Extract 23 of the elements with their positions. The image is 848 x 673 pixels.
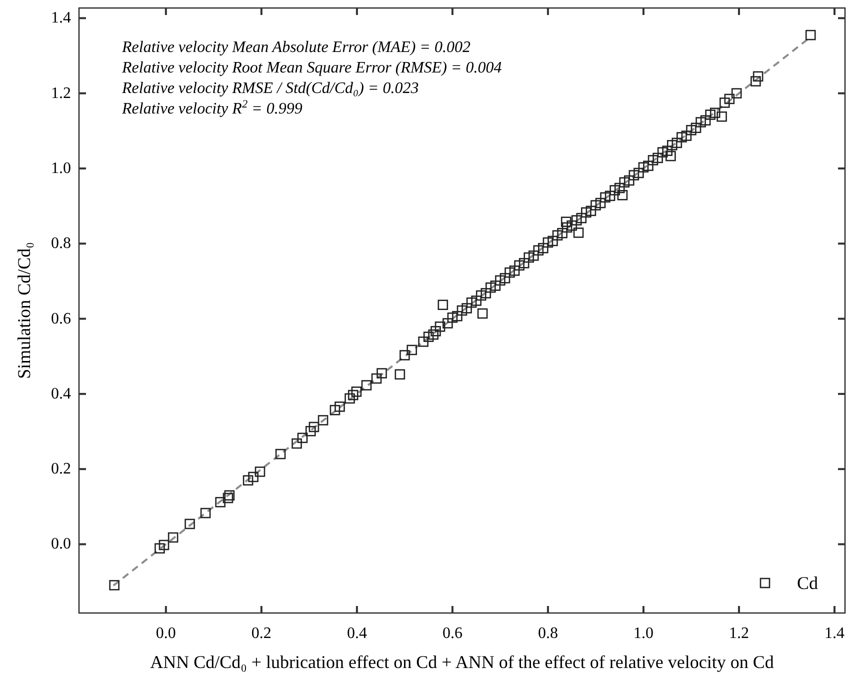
annotation: Relative velocity RMSE / Std(Cd/Cd₀) = 0.023: [121, 80, 419, 97]
x-tick-label: 1.4: [824, 625, 844, 642]
x-tick-label: 1.0: [633, 625, 654, 642]
x-axis-title: ANN Cd/Cd₀ + lubrication effect on Cd + ANN of the effect of relative velocity on Cd: [150, 652, 774, 672]
y-tick-label: 0.8: [51, 235, 71, 252]
x-tick-label: 0.4: [346, 625, 367, 642]
y-tick-label: 1.0: [51, 160, 71, 177]
x-tick-label: 0.8: [538, 625, 558, 642]
y-tick-label: 0.2: [51, 460, 71, 478]
annotation: Relative velocity R$^{2}$ = 0.999: [121, 98, 302, 118]
y-tick-label: 1.2: [51, 84, 71, 102]
x-tick-label: 1.2: [728, 625, 749, 642]
x-tick-label: 0.2: [251, 625, 272, 642]
y-tick-label: 0.0: [51, 536, 71, 553]
y-tick-label: 0.4: [51, 385, 71, 402]
annotation: Relative velocity Root Mean Square Error (RMSE) = 0.004: [121, 60, 502, 76]
y-tick-label: 1.4: [51, 10, 71, 27]
x-tick-label: 0.0: [156, 625, 176, 642]
annotation: Relative velocity Mean Absolute Error (MAE) = 0.002: [121, 39, 470, 56]
legend-label: Cd: [797, 573, 818, 593]
y-tick-label: 0.6: [51, 310, 71, 328]
y-axis-title: Simulation Cd/Cd₀: [14, 242, 34, 379]
x-tick-label: 0.6: [442, 625, 462, 642]
